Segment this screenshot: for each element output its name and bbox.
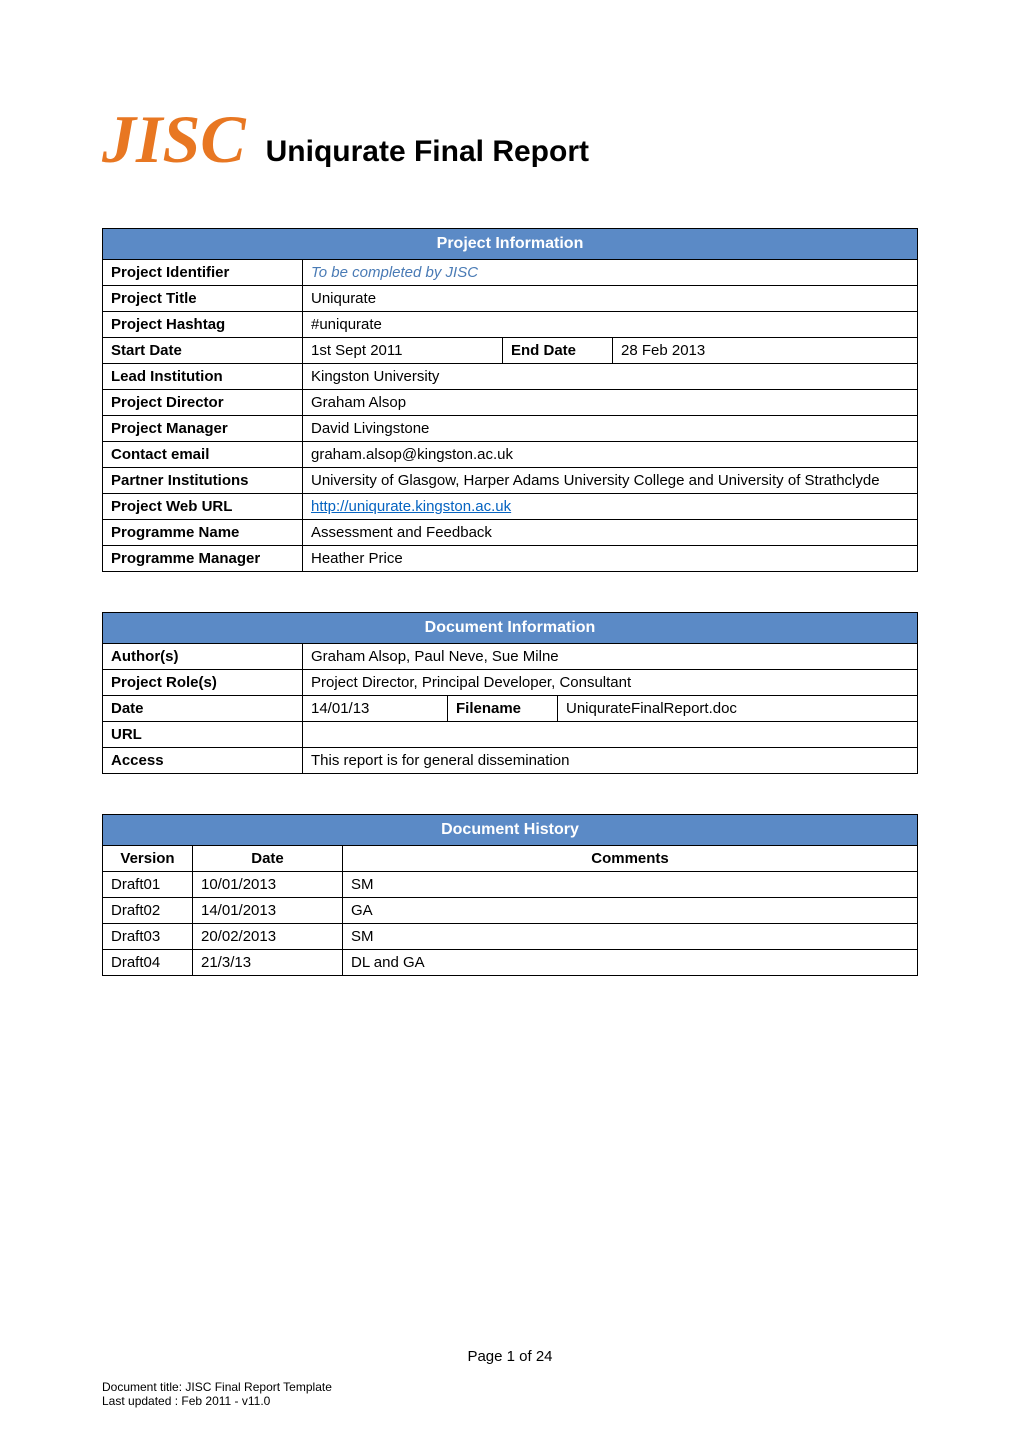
doc-date-value: 14/01/13 — [303, 696, 448, 722]
history-version: Draft04 — [103, 950, 193, 976]
project-manager-label: Project Manager — [103, 416, 303, 442]
table-row: Draft03 20/02/2013 SM — [103, 924, 918, 950]
project-director-value: Graham Alsop — [303, 390, 918, 416]
history-date: 21/3/13 — [193, 950, 343, 976]
table-row: Programme Manager Heather Price — [103, 546, 918, 572]
partner-institutions-label: Partner Institutions — [103, 468, 303, 494]
project-roles-label: Project Role(s) — [103, 670, 303, 696]
history-version: Draft02 — [103, 898, 193, 924]
table-row: Programme Name Assessment and Feedback — [103, 520, 918, 546]
footer-doc-title: Document title: JISC Final Report Templa… — [102, 1380, 918, 1394]
history-comments: SM — [343, 872, 918, 898]
table-row: Project Role(s) Project Director, Princi… — [103, 670, 918, 696]
table-row: Draft01 10/01/2013 SM — [103, 872, 918, 898]
lead-institution-value: Kingston University — [303, 364, 918, 390]
table-row: Project Identifier To be completed by JI… — [103, 260, 918, 286]
table-row: Draft02 14/01/2013 GA — [103, 898, 918, 924]
history-version: Draft03 — [103, 924, 193, 950]
url-value — [303, 722, 918, 748]
access-label: Access — [103, 748, 303, 774]
table-row: Contact email graham.alsop@kingston.ac.u… — [103, 442, 918, 468]
table-row: Author(s) Graham Alsop, Paul Neve, Sue M… — [103, 644, 918, 670]
table-row: URL — [103, 722, 918, 748]
start-date-value: 1st Sept 2011 — [303, 338, 503, 364]
table-row: Start Date 1st Sept 2011 End Date 28 Feb… — [103, 338, 918, 364]
project-hashtag-value: #uniqurate — [303, 312, 918, 338]
authors-label: Author(s) — [103, 644, 303, 670]
contact-email-label: Contact email — [103, 442, 303, 468]
project-web-url-value[interactable]: http://uniqurate.kingston.ac.uk — [303, 494, 918, 520]
history-comments: DL and GA — [343, 950, 918, 976]
doc-history-header: Document History — [103, 815, 918, 846]
doc-date-label: Date — [103, 696, 303, 722]
project-web-url-label: Project Web URL — [103, 494, 303, 520]
end-date-label: End Date — [503, 338, 613, 364]
start-date-label: Start Date — [103, 338, 303, 364]
page-title: Uniqurate Final Report — [266, 135, 589, 173]
filename-value: UniqurateFinalReport.doc — [558, 696, 918, 722]
table-row: Draft04 21/3/13 DL and GA — [103, 950, 918, 976]
programme-manager-value: Heather Price — [303, 546, 918, 572]
table-row: Project Title Uniqurate — [103, 286, 918, 312]
table-row: Project Director Graham Alsop — [103, 390, 918, 416]
project-title-value: Uniqurate — [303, 286, 918, 312]
history-col-version: Version — [103, 846, 193, 872]
end-date-value: 28 Feb 2013 — [613, 338, 918, 364]
doc-info-header: Document Information — [103, 613, 918, 644]
footer-last-updated: Last updated : Feb 2011 - v11.0 — [102, 1394, 918, 1408]
project-director-label: Project Director — [103, 390, 303, 416]
project-identifier-label: Project Identifier — [103, 260, 303, 286]
authors-value: Graham Alsop, Paul Neve, Sue Milne — [303, 644, 918, 670]
project-web-url-link[interactable]: http://uniqurate.kingston.ac.uk — [311, 498, 511, 515]
history-date: 20/02/2013 — [193, 924, 343, 950]
history-date: 10/01/2013 — [193, 872, 343, 898]
table-row: Date 14/01/13 Filename UniqurateFinalRep… — [103, 696, 918, 722]
page-number: Page 1 of 24 — [102, 1348, 918, 1365]
jisc-logo: JISC — [102, 105, 246, 173]
project-identifier-value: To be completed by JISC — [303, 260, 918, 286]
programme-manager-label: Programme Manager — [103, 546, 303, 572]
project-hashtag-label: Project Hashtag — [103, 312, 303, 338]
programme-name-label: Programme Name — [103, 520, 303, 546]
table-row: Project Hashtag #uniqurate — [103, 312, 918, 338]
table-row: Version Date Comments — [103, 846, 918, 872]
table-row: Project Manager David Livingstone — [103, 416, 918, 442]
history-date: 14/01/2013 — [193, 898, 343, 924]
table-row: Lead Institution Kingston University — [103, 364, 918, 390]
project-roles-value: Project Director, Principal Developer, C… — [303, 670, 918, 696]
contact-email-value: graham.alsop@kingston.ac.uk — [303, 442, 918, 468]
document-history-table: Document History Version Date Comments D… — [102, 814, 918, 976]
table-row: Project Web URL http://uniqurate.kingsto… — [103, 494, 918, 520]
programme-name-value: Assessment and Feedback — [303, 520, 918, 546]
project-manager-value: David Livingstone — [303, 416, 918, 442]
filename-label: Filename — [448, 696, 558, 722]
history-version: Draft01 — [103, 872, 193, 898]
history-comments: SM — [343, 924, 918, 950]
project-info-header: Project Information — [103, 229, 918, 260]
history-col-date: Date — [193, 846, 343, 872]
partner-institutions-value: University of Glasgow, Harper Adams Univ… — [303, 468, 918, 494]
lead-institution-label: Lead Institution — [103, 364, 303, 390]
access-value: This report is for general dissemination — [303, 748, 918, 774]
history-col-comments: Comments — [343, 846, 918, 872]
table-row: Partner Institutions University of Glasg… — [103, 468, 918, 494]
history-comments: GA — [343, 898, 918, 924]
table-row: Access This report is for general dissem… — [103, 748, 918, 774]
header-row: JISC Uniqurate Final Report — [102, 105, 918, 173]
page-footer: Page 1 of 24 Document title: JISC Final … — [102, 1348, 918, 1408]
document-information-table: Document Information Author(s) Graham Al… — [102, 612, 918, 774]
url-label: URL — [103, 722, 303, 748]
project-information-table: Project Information Project Identifier T… — [102, 228, 918, 572]
project-title-label: Project Title — [103, 286, 303, 312]
